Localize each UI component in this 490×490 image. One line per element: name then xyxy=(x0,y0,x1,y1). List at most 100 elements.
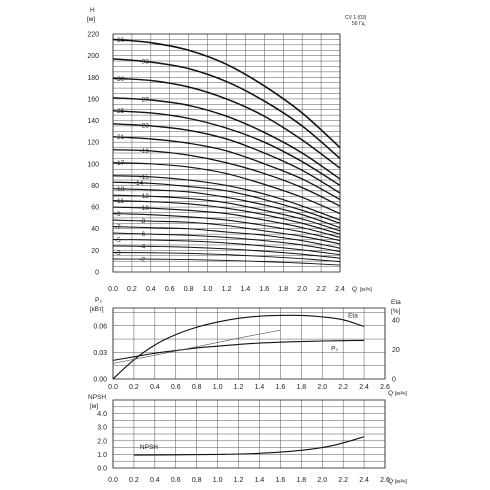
head-x-tick-label: 2.4 xyxy=(335,286,345,293)
head-chart: 0.0 0.2 0.4 0.6 0.8 1.0 1.2 1.4 1.6 1.8 2.0 2.2 2.4 0… xyxy=(87,7,372,293)
head-y-tick-label: 200 xyxy=(87,53,99,60)
power-frame xyxy=(112,307,386,380)
head-frame xyxy=(112,33,341,273)
head-curve-stage33 xyxy=(112,58,341,159)
power-x-tick-label: 2.2 xyxy=(338,384,348,391)
head-stage-label: -4 xyxy=(139,244,145,251)
head-curve-stage5 xyxy=(112,239,341,256)
head-y-tick-label: 140 xyxy=(87,118,99,125)
head-stage-label: -15 xyxy=(139,174,149,181)
head-curve-stage17 xyxy=(112,162,341,215)
head-stage-label: -12 xyxy=(139,193,149,200)
power-x-tick-label: 0.0 xyxy=(108,384,118,391)
head-y-tick-label: 180 xyxy=(87,75,99,82)
power-x-tick-label: 1.8 xyxy=(296,384,306,391)
head-curve-stage21 xyxy=(112,136,341,201)
head-y-tick-label: 0 xyxy=(95,270,99,277)
head-stage-label: -23 xyxy=(139,123,149,130)
npsh-x-tick-label: 1.6 xyxy=(276,477,286,484)
head-stage-label: -21 xyxy=(115,134,125,141)
npsh-x-tick-label: 1.8 xyxy=(296,477,306,484)
head-curve-stage12 xyxy=(112,194,341,232)
eta-y-tick-label: 20 xyxy=(392,347,400,354)
head-curve-stage10 xyxy=(112,206,341,238)
power-curve-eta xyxy=(112,314,365,380)
eta-y-tick-label: 40 xyxy=(392,317,400,324)
power-curve-aux xyxy=(112,329,281,364)
head-note-model: CV 1 (03) xyxy=(345,15,367,21)
head-curve-stage15 xyxy=(112,175,341,221)
power-x-tick-label: 2.4 xyxy=(359,384,369,391)
power-x-tick-label: 0.6 xyxy=(171,384,181,391)
head-y-tick-label: 120 xyxy=(87,140,99,147)
eta-y-axis-unit: [%] xyxy=(391,308,401,315)
head-curve-stage23 xyxy=(112,123,341,194)
head-stage-label: -13 xyxy=(115,186,125,193)
head-curve-stage4 xyxy=(112,245,341,259)
npsh-x-tick-label: 0.8 xyxy=(192,477,202,484)
npsh-frame xyxy=(112,399,386,469)
power-y-tick-label: 0.00 xyxy=(93,377,107,384)
head-stage-label: -14 xyxy=(134,180,144,187)
head-curve-stage11 xyxy=(112,200,341,235)
power-y-tick-label: 0.06 xyxy=(93,323,107,330)
head-y-axis-label: H xyxy=(90,7,95,14)
head-curve-stage6 xyxy=(112,232,341,252)
npsh-curve xyxy=(133,436,365,456)
npsh-series-label: NPSH xyxy=(140,444,158,451)
head-y-tick-label: 20 xyxy=(91,248,99,255)
head-curve-stage3 xyxy=(112,252,341,263)
npsh-y-tick-label: 4.0 xyxy=(97,411,107,418)
npsh-y-tick-label: 2.0 xyxy=(97,438,107,445)
power-y-axis-label: P₂ xyxy=(95,297,102,304)
power-x-tick-label: 0.2 xyxy=(129,384,139,391)
head-curve-stage25 xyxy=(112,110,341,187)
power-x-tick-label: 1.2 xyxy=(234,384,244,391)
eta-y-tick-label: 0 xyxy=(392,377,396,384)
npsh-x-tick-label: 1.4 xyxy=(255,477,265,484)
power-series-label: Eta xyxy=(348,312,358,319)
power-x-tick-label: 2.6 xyxy=(380,384,390,391)
head-curve-stage27 xyxy=(112,97,341,180)
head-y-tick-label: 160 xyxy=(87,96,99,103)
power-y-tick-label: 0.03 xyxy=(93,350,107,357)
head-x-tick-label: 1.8 xyxy=(278,286,288,293)
npsh-x-tick-label: 0.4 xyxy=(150,477,160,484)
head-y-tick-label: 80 xyxy=(91,183,99,190)
npsh-x-tick-label: 1.2 xyxy=(234,477,244,484)
head-stage-label: -19 xyxy=(139,148,149,155)
power-x-tick-label: 1.6 xyxy=(276,384,286,391)
head-stage-label: -9 xyxy=(115,211,121,218)
npsh-x-tick-label: 1.0 xyxy=(213,477,223,484)
head-curve-stage14 xyxy=(112,181,341,224)
head-stage-label: -17 xyxy=(115,160,125,167)
head-x-tick-label: 0.4 xyxy=(146,286,156,293)
head-stage-label: -6 xyxy=(139,231,145,238)
power-x-axis-label: Q xyxy=(388,390,393,397)
head-y-tick-label: 100 xyxy=(87,161,99,168)
head-x-tick-label: 1.4 xyxy=(241,286,251,293)
power-x-tick-label: 0.4 xyxy=(150,384,160,391)
head-x-tick-label: 2.0 xyxy=(297,286,307,293)
head-y-axis-unit: [м] xyxy=(87,16,95,23)
head-stage-label: -2 xyxy=(139,256,145,263)
head-stage-label: -30 xyxy=(115,76,125,83)
head-curve-stage8 xyxy=(112,219,341,245)
head-y-tick-label: 220 xyxy=(87,32,99,39)
head-y-tick-label: 40 xyxy=(91,226,99,233)
head-curve-stage36 xyxy=(112,38,341,149)
npsh-x-tick-label: 2.0 xyxy=(317,477,327,484)
npsh-chart: 0.0 0.2 0.4 0.6 0.8 1.0 1.2 1.4 1.6 1.8 2.0 2.2 2.4 2… xyxy=(88,394,407,485)
head-stage-label: -7 xyxy=(115,224,121,231)
head-x-tick-label: 1.2 xyxy=(222,286,232,293)
power-y-axis-unit: [кВт] xyxy=(90,306,104,313)
power-series-label: P₂ xyxy=(331,345,338,352)
head-x-tick-label: 1.0 xyxy=(203,286,213,293)
head-stage-label: -5 xyxy=(115,237,121,244)
npsh-x-tick-label: 2.4 xyxy=(359,477,369,484)
npsh-x-tick-label: 2.6 xyxy=(380,477,390,484)
npsh-y-tick-label: 3.0 xyxy=(97,425,107,432)
npsh-x-axis-label: Q xyxy=(388,478,393,485)
head-stage-label: -36 xyxy=(115,37,125,44)
